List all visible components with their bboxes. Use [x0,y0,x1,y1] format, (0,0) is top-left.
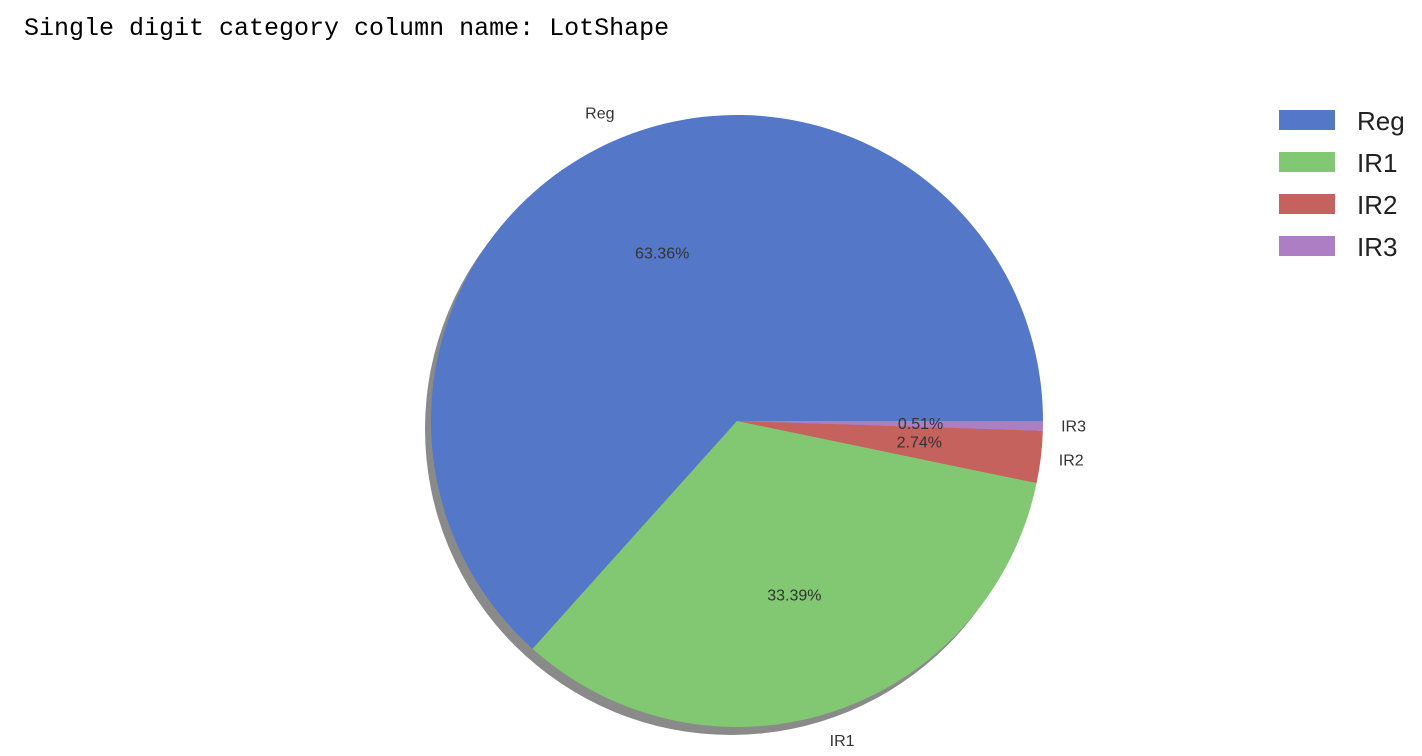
pie-slice-ir3 [737,421,1043,431]
percent-label-reg: 63.36% [635,245,689,262]
pie-slice-ir2 [737,421,1043,484]
legend-swatch-ir2 [1279,194,1335,214]
output-header-text: Single digit category column name: LotSh… [24,14,670,43]
slice-label-ir1: IR1 [830,733,855,750]
pie-slice-reg [431,115,1044,649]
percent-label-ir2: 2.74% [897,435,942,452]
slice-label-reg: Reg [585,106,614,123]
legend-swatch-ir3 [1279,236,1335,256]
pie-slice-ir1 [532,421,1037,727]
pie-labels: Reg 63.36% IR1 33.39% IR2 2.74% IR3 0.51% [585,106,1086,750]
pie-slices [431,115,1044,727]
legend-label-reg: Reg [1357,106,1405,136]
slice-label-ir2: IR2 [1059,453,1084,470]
legend-label-ir2: IR2 [1357,190,1397,220]
slice-label-ir3: IR3 [1061,418,1086,435]
percent-label-ir3: 0.51% [898,416,943,433]
legend-label-ir1: IR1 [1357,148,1397,178]
legend-swatch-reg [1279,110,1335,130]
percent-label-ir1: 33.39% [767,587,821,604]
legend-swatch-ir1 [1279,152,1335,172]
legend-label-ir3: IR3 [1357,232,1397,262]
chart-legend: Reg IR1 IR2 IR3 [1279,106,1405,262]
